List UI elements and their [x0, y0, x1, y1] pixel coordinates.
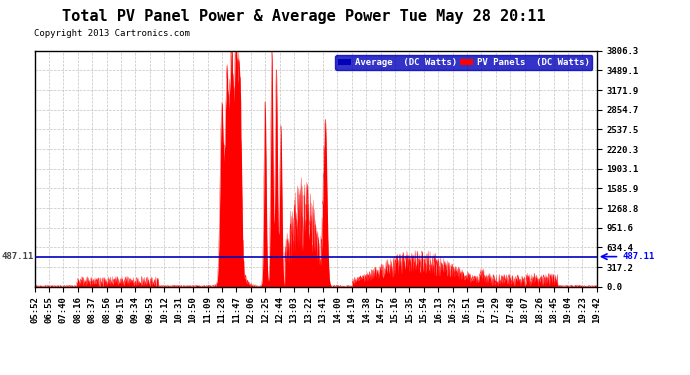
Legend: Average  (DC Watts), PV Panels  (DC Watts): Average (DC Watts), PV Panels (DC Watts) [335, 55, 592, 69]
Text: 487.11: 487.11 [622, 252, 654, 261]
Text: 487.11: 487.11 [1, 252, 34, 261]
Text: Total PV Panel Power & Average Power Tue May 28 20:11: Total PV Panel Power & Average Power Tue… [62, 9, 545, 24]
Text: Copyright 2013 Cartronics.com: Copyright 2013 Cartronics.com [34, 28, 190, 38]
